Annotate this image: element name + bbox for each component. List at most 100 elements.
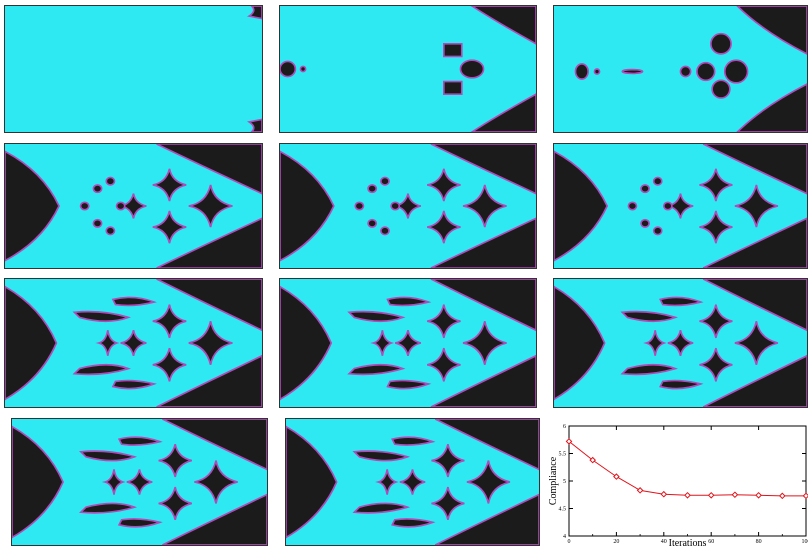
- left-void: [280, 285, 333, 401]
- truss-hole: [188, 184, 233, 228]
- x-tick-label: 100: [802, 539, 808, 545]
- x-tick-label: 20: [613, 539, 619, 545]
- corner-void-bottom: [247, 118, 262, 132]
- corner-void-top: [736, 6, 807, 55]
- truss-hole: [699, 304, 733, 339]
- truss-hole: [395, 329, 422, 357]
- corner-void-top: [434, 419, 539, 471]
- x-axis-label: Iterations: [669, 538, 707, 546]
- y-tick-label: 5: [563, 479, 566, 485]
- topology-shape-4: [5, 144, 262, 268]
- truss-hole: [188, 321, 233, 365]
- hole: [679, 65, 692, 78]
- x-tick-label: 0: [568, 539, 571, 545]
- truss-hole: [375, 469, 399, 495]
- topology-panel-3: [553, 5, 808, 133]
- data-point: [778, 492, 786, 500]
- data-point: [636, 487, 644, 494]
- topology-shape-5: [280, 144, 536, 268]
- small-hole: [640, 218, 650, 228]
- data-point: [755, 491, 762, 499]
- topology-panel-11: [285, 418, 540, 546]
- hole: [723, 59, 749, 84]
- small-hole: [105, 176, 116, 186]
- truss-hole: [399, 469, 426, 495]
- small-hole: [380, 176, 390, 186]
- topology-panel-8: [279, 278, 537, 408]
- slot-hole: [620, 310, 679, 323]
- corner-void-bottom: [736, 83, 807, 132]
- left-void: [5, 150, 60, 262]
- hole: [574, 63, 589, 80]
- topology-panel-2: [279, 5, 537, 133]
- small-hole: [640, 184, 650, 194]
- truss-hole: [152, 347, 187, 382]
- slot-hole: [659, 296, 704, 307]
- left-void: [280, 150, 335, 262]
- hole: [710, 32, 732, 55]
- hole: [593, 68, 601, 75]
- corner-void-bottom: [162, 493, 267, 545]
- corner-void-top: [430, 144, 536, 195]
- hole: [299, 65, 307, 73]
- slot-hole: [79, 502, 137, 514]
- truss-hole: [667, 193, 694, 219]
- corner-void-top: [247, 6, 262, 20]
- slot-hole: [111, 379, 157, 390]
- truss-hole: [158, 443, 192, 478]
- y-tick-label: 5.5: [559, 452, 567, 458]
- hole: [621, 68, 644, 75]
- hole: [711, 79, 731, 99]
- truss-hole: [431, 443, 465, 478]
- slot-hole: [659, 379, 704, 390]
- truss-hole: [427, 347, 461, 382]
- truss-hole: [667, 329, 694, 357]
- topology-shape-9: [554, 279, 807, 407]
- corner-void-top: [470, 6, 536, 45]
- left-void: [12, 425, 64, 539]
- small-hole: [354, 201, 365, 211]
- slot-hole: [72, 363, 131, 376]
- truss-hole: [427, 210, 461, 244]
- truss-hole: [158, 486, 192, 521]
- topology-shape-7: [5, 279, 262, 407]
- truss-hole: [152, 304, 187, 339]
- topology-shape-11: [286, 419, 539, 545]
- x-tick-label: 80: [756, 539, 762, 545]
- data-point: [613, 473, 620, 480]
- small-hole: [652, 176, 663, 186]
- truss-hole: [734, 321, 779, 365]
- slot-hole: [117, 518, 163, 528]
- corner-void-top: [430, 279, 536, 332]
- truss-hole: [462, 184, 507, 228]
- slot-hole: [391, 518, 436, 528]
- truss-hole: [152, 168, 187, 202]
- data-point: [731, 491, 739, 499]
- topology-panel-1: [4, 5, 263, 133]
- left-void: [554, 150, 609, 262]
- corner-void-bottom: [470, 93, 536, 132]
- slot-hole: [391, 436, 436, 446]
- truss-hole: [699, 168, 733, 202]
- left-void: [5, 285, 58, 401]
- corner-void-bottom: [702, 354, 807, 407]
- topology-shape-10: [12, 419, 267, 545]
- truss-hole: [699, 210, 733, 244]
- topology-panel-7: [4, 278, 263, 408]
- data-point: [660, 490, 668, 498]
- truss-hole: [101, 469, 126, 495]
- compliance-chart-svg: 44.555.56020406080100IterationsComplianc…: [548, 424, 808, 546]
- topology-panel-5: [279, 143, 537, 269]
- truss-hole: [95, 330, 120, 356]
- truss-hole: [431, 486, 465, 521]
- plot-frame: [568, 425, 807, 537]
- data-point: [707, 491, 715, 499]
- topology-shape-1: [5, 6, 262, 132]
- small-hole: [92, 218, 103, 228]
- slot-hole: [72, 310, 131, 323]
- slot-hole: [79, 450, 137, 462]
- hole: [459, 59, 485, 79]
- corner-void-top: [702, 279, 807, 332]
- y-tick-label: 6: [563, 424, 566, 430]
- left-void: [286, 425, 338, 539]
